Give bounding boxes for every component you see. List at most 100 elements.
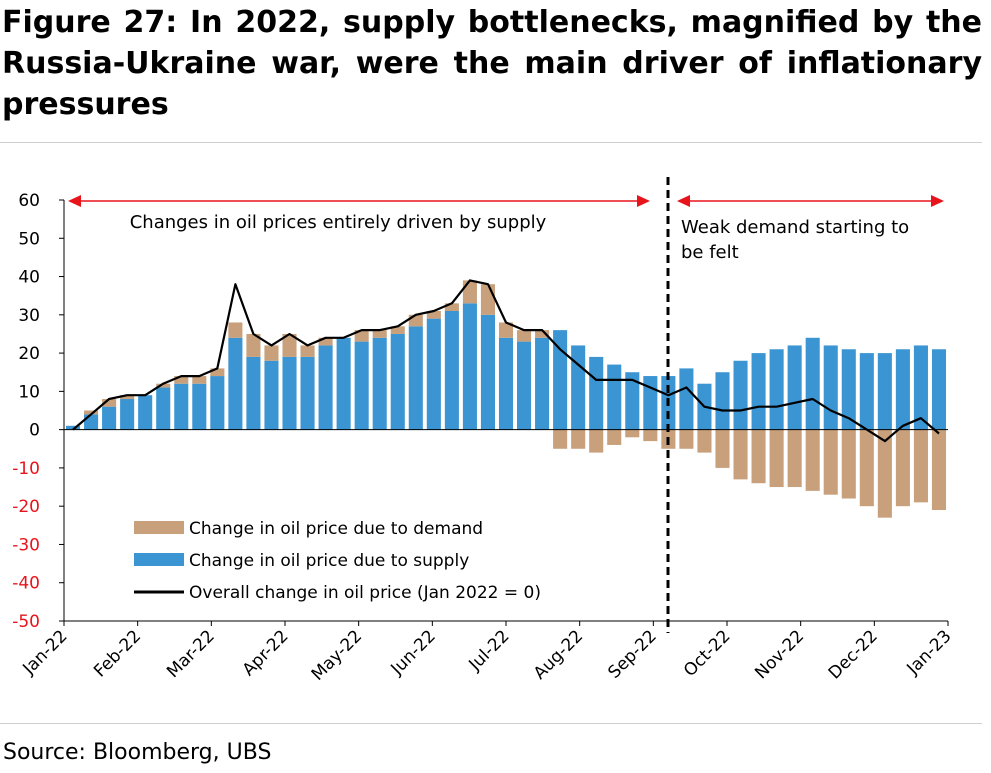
x-tick-label: Jun-22 bbox=[387, 626, 440, 679]
supply-bar bbox=[769, 349, 784, 430]
demand-bar bbox=[264, 345, 279, 361]
y-tick-label: -10 bbox=[12, 459, 40, 479]
supply-bar bbox=[643, 376, 658, 430]
supply-bar bbox=[336, 337, 351, 430]
y-tick-label: 0 bbox=[29, 421, 40, 441]
demand-bar bbox=[300, 345, 315, 357]
y-tick-label: -40 bbox=[12, 574, 40, 594]
demand-bar bbox=[426, 310, 441, 319]
supply-bar bbox=[877, 353, 892, 430]
figure-title: Figure 27: In 2022, supply bottlenecks, … bbox=[2, 5, 982, 122]
supply-bar bbox=[895, 349, 910, 430]
demand-bar bbox=[156, 383, 171, 388]
supply-bar bbox=[571, 345, 586, 430]
y-tick-label: 20 bbox=[18, 344, 40, 364]
annotation-layer: Changes in oil prices entirely driven by… bbox=[68, 177, 944, 633]
y-tick-label: 30 bbox=[18, 306, 40, 326]
demand-bar bbox=[390, 326, 405, 334]
legend-label: Change in oil price due to demand bbox=[189, 519, 483, 539]
demand-bar bbox=[535, 330, 550, 338]
demand-bar bbox=[174, 376, 189, 384]
x-tick-label: Oct-22 bbox=[680, 626, 735, 681]
supply-bar bbox=[498, 337, 514, 430]
legend-label: Overall change in oil price (Jan 2022 = … bbox=[189, 583, 541, 603]
supply-bar bbox=[480, 314, 495, 430]
x-tick-label: Aug-22 bbox=[530, 626, 587, 683]
x-tick-label: Apr-22 bbox=[239, 626, 293, 680]
title-divider bbox=[0, 142, 982, 143]
demand-period-arrow-head-right bbox=[931, 195, 944, 207]
demand-bar bbox=[625, 429, 640, 438]
demand-bar bbox=[931, 429, 947, 511]
demand-period-arrow-head-left bbox=[677, 195, 690, 207]
supply-bar bbox=[589, 356, 604, 430]
supply-bar bbox=[553, 330, 568, 430]
y-tick-label: -30 bbox=[12, 535, 40, 555]
supply-bar bbox=[282, 356, 297, 430]
supply-bar bbox=[228, 337, 243, 430]
x-tick-label: Mar-22 bbox=[163, 626, 219, 682]
supply-period-arrow-head-left bbox=[68, 195, 81, 207]
demand-bar bbox=[589, 429, 604, 453]
legend-label: Change in oil price due to supply bbox=[189, 551, 469, 571]
supply-bar bbox=[841, 349, 856, 430]
demand-bar bbox=[498, 322, 514, 338]
y-tick-label: 40 bbox=[18, 268, 40, 288]
demand-bar bbox=[228, 322, 243, 338]
supply-bar bbox=[210, 376, 225, 430]
y-tick-label: 60 bbox=[18, 191, 40, 211]
demand-bar bbox=[120, 395, 135, 400]
supply-bar bbox=[174, 383, 189, 430]
annotation-weak-demand-line2: be felt bbox=[681, 242, 739, 263]
x-tick-label: Dec-22 bbox=[825, 626, 882, 683]
supply-bar bbox=[102, 406, 117, 430]
demand-bar bbox=[769, 429, 784, 488]
supply-period-arrow-head-right bbox=[637, 195, 650, 207]
demand-bar bbox=[372, 330, 387, 338]
supply-bar bbox=[246, 356, 261, 430]
overall-change-line bbox=[72, 279, 940, 443]
supply-bar bbox=[805, 337, 820, 430]
supply-bar bbox=[823, 345, 838, 430]
demand-bar bbox=[877, 429, 892, 518]
demand-bar bbox=[679, 429, 694, 449]
demand-bar bbox=[192, 376, 207, 384]
supply-bar bbox=[192, 383, 207, 430]
demand-bar bbox=[462, 280, 477, 304]
y-tick-label: -20 bbox=[12, 497, 40, 517]
demand-bar bbox=[246, 333, 261, 357]
demand-period-arrow bbox=[677, 195, 944, 207]
demand-bar bbox=[607, 429, 622, 445]
x-tick-label: May-22 bbox=[308, 626, 366, 684]
demand-bar bbox=[480, 284, 495, 315]
supply-bar bbox=[751, 353, 766, 430]
demand-bar bbox=[354, 330, 369, 342]
demand-bar bbox=[571, 429, 586, 449]
supply-bar bbox=[462, 303, 477, 430]
y-tick-label: 10 bbox=[18, 382, 40, 402]
demand-bar bbox=[841, 429, 856, 499]
supply-bar bbox=[679, 368, 694, 430]
supply-bar bbox=[733, 360, 748, 430]
line-layer bbox=[72, 279, 940, 443]
demand-bar bbox=[643, 429, 658, 442]
demand-bar bbox=[859, 429, 874, 507]
demand-bar bbox=[751, 429, 766, 484]
x-tick-label: Jul-22 bbox=[465, 626, 514, 675]
supply-bar bbox=[372, 337, 387, 430]
legend-swatch bbox=[134, 521, 184, 534]
demand-bar bbox=[913, 429, 928, 503]
demand-bar bbox=[102, 399, 117, 407]
demand-bar bbox=[697, 429, 712, 453]
supply-bar bbox=[517, 341, 532, 430]
supply-bar bbox=[300, 356, 315, 430]
demand-bar bbox=[84, 410, 99, 415]
supply-bar bbox=[625, 372, 640, 430]
supply-bar bbox=[120, 399, 135, 430]
supply-bar bbox=[535, 337, 550, 430]
x-tick-label: Sep-22 bbox=[604, 626, 660, 682]
supply-period-arrow bbox=[68, 195, 650, 207]
supply-bar bbox=[408, 326, 423, 430]
supply-bar bbox=[715, 372, 730, 430]
